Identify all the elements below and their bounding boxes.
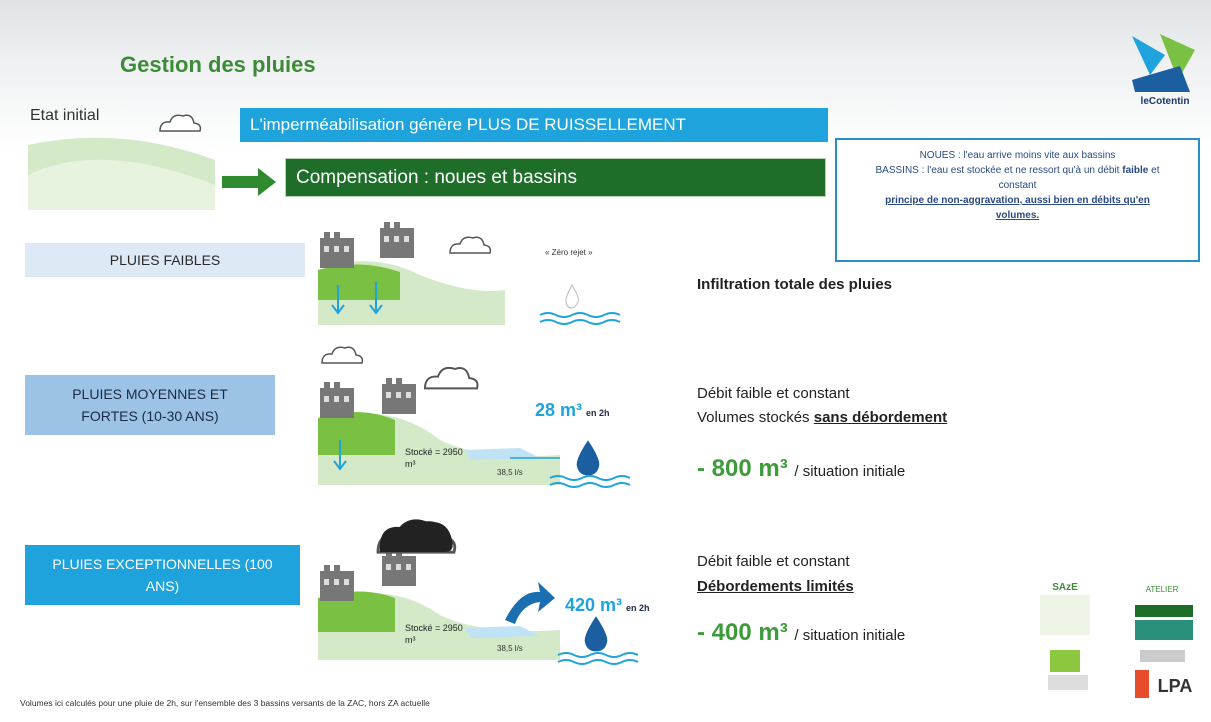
gain-note: / situation initiale <box>794 627 906 644</box>
logo: leCotentin <box>1132 34 1195 107</box>
info-bold: faible <box>1122 165 1149 176</box>
row-label: PLUIES EXCEPTIONNELLES (100 ANS) <box>25 545 300 605</box>
row2-illustration <box>318 346 631 488</box>
cloud-icon <box>159 114 202 132</box>
gain: - 800 m³ / situation initiale <box>697 455 905 483</box>
line-text: Volumes stockés <box>697 409 810 426</box>
gain: - 400 m³ / situation initiale <box>697 619 905 647</box>
volume: 420 m³ en 2h <box>565 595 650 616</box>
note: « Zéro rejet » <box>545 248 593 257</box>
row-label: PLUIES MOYENNES ET FORTES (10-30 ANS) <box>25 375 275 435</box>
info-text: BASSINS : l'eau est stockée et ne ressor… <box>875 165 1120 176</box>
footer: Volumes ici calculés pour une pluie de 2… <box>20 698 430 708</box>
arrow <box>222 168 276 196</box>
partner-name: LPA <box>1158 676 1193 696</box>
result: Infiltration totale des pluies <box>697 276 893 293</box>
line-bold: Débordements limités <box>697 578 854 595</box>
volume-value: 420 m³ <box>565 595 623 615</box>
initial-label: Etat initial <box>30 107 100 124</box>
info-line: NOUES : l'eau arrive moins vite aux bass… <box>919 150 1116 161</box>
gain-value: - 800 m³ <box>697 455 788 482</box>
flow: 38,5 l/s <box>497 644 523 653</box>
line-bold: sans débordement <box>813 409 948 426</box>
stock: Stocké = 2950 m³ <box>405 447 463 469</box>
partner-name: ATELIER <box>1146 585 1179 594</box>
banner: L'imperméabilisation génère PLUS DE RUIS… <box>240 108 828 142</box>
volume-value: 28 m³ <box>535 400 583 420</box>
flow: 38,5 l/s <box>497 468 523 477</box>
duration: en 2h <box>626 603 650 613</box>
title: Gestion des pluies <box>120 52 316 77</box>
line: Débit faible et constant <box>697 553 850 570</box>
partner-logos: SAzE ATELIER LPA <box>1040 582 1193 698</box>
line: Volumes stockés sans débordement <box>697 409 947 426</box>
line: Débit faible et constant <box>697 385 850 402</box>
partner-name: SAzE <box>1052 582 1078 593</box>
hills <box>28 159 215 210</box>
banner: Compensation : noues et bassins <box>285 158 826 197</box>
logo-text: leCotentin <box>1141 96 1190 107</box>
gain-note: / situation initiale <box>794 463 906 480</box>
row3-illustration <box>318 519 639 665</box>
row1-illustration <box>318 222 621 325</box>
gain-value: - 400 m³ <box>697 619 788 646</box>
volume: 28 m³ en 2h <box>535 400 610 421</box>
row-label: PLUIES FAIBLES <box>25 243 305 277</box>
info-box: NOUES : l'eau arrive moins vite aux bass… <box>835 138 1200 262</box>
stock: Stocké = 2950 m³ <box>405 623 463 645</box>
info-line: BASSINS : l'eau est stockée et ne ressor… <box>867 163 1168 193</box>
duration: en 2h <box>586 408 610 418</box>
info-text: et constant <box>998 165 1160 191</box>
info-principle: principe de non-aggravation, aussi bien … <box>885 195 1150 221</box>
